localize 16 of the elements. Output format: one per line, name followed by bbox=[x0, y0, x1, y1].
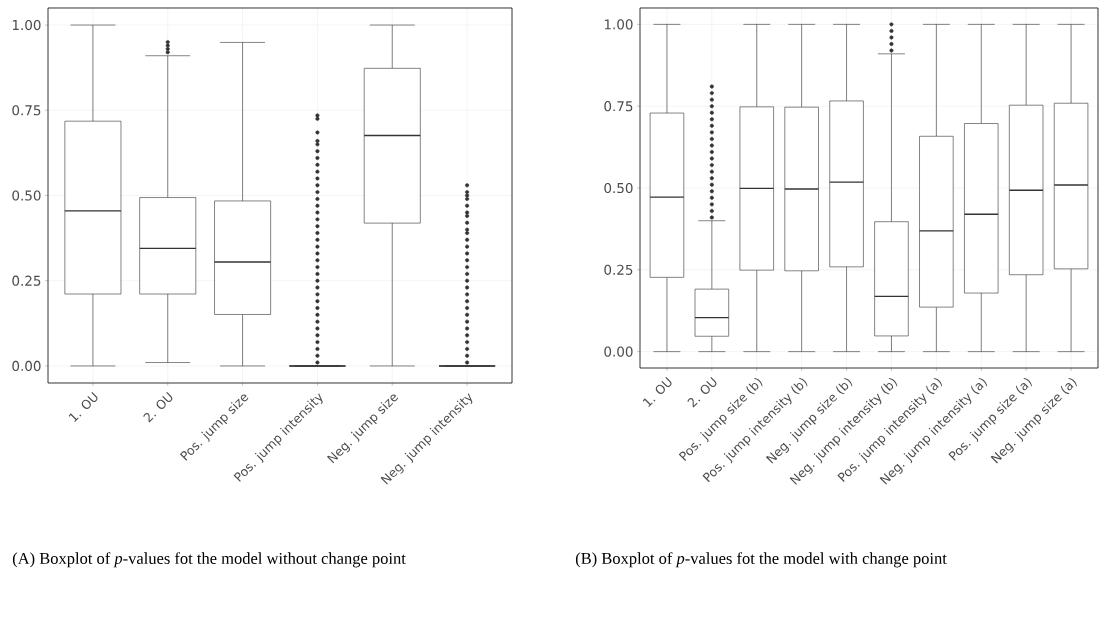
y-tick-label: 1.00 bbox=[604, 19, 633, 30]
x-tick-label: 1. OU bbox=[642, 376, 672, 408]
y-tick-label: 0.50 bbox=[12, 190, 41, 201]
text: (B) Boxplot of p-values fot the model with change point bbox=[575, 552, 947, 568]
y-tick-label: 1.00 bbox=[12, 19, 41, 31]
y-tick-label: 0.75 bbox=[12, 105, 41, 116]
y-tick-label: 0.00 bbox=[604, 346, 633, 357]
text: (A) Boxplot of p-values fot the model without change point bbox=[12, 552, 406, 568]
y-tick-label: 0.50 bbox=[604, 182, 633, 194]
y-tick-label: 0.00 bbox=[12, 360, 41, 372]
x-tick-label: 2. OU bbox=[687, 376, 717, 408]
y-tick-label: 0.25 bbox=[12, 275, 41, 286]
y-tick-label: 0.25 bbox=[604, 264, 633, 275]
y-tick-label: 0.75 bbox=[604, 101, 633, 112]
x-tick-label: 2. OU bbox=[143, 391, 173, 423]
x-tick-label: 1. OU bbox=[68, 391, 98, 423]
